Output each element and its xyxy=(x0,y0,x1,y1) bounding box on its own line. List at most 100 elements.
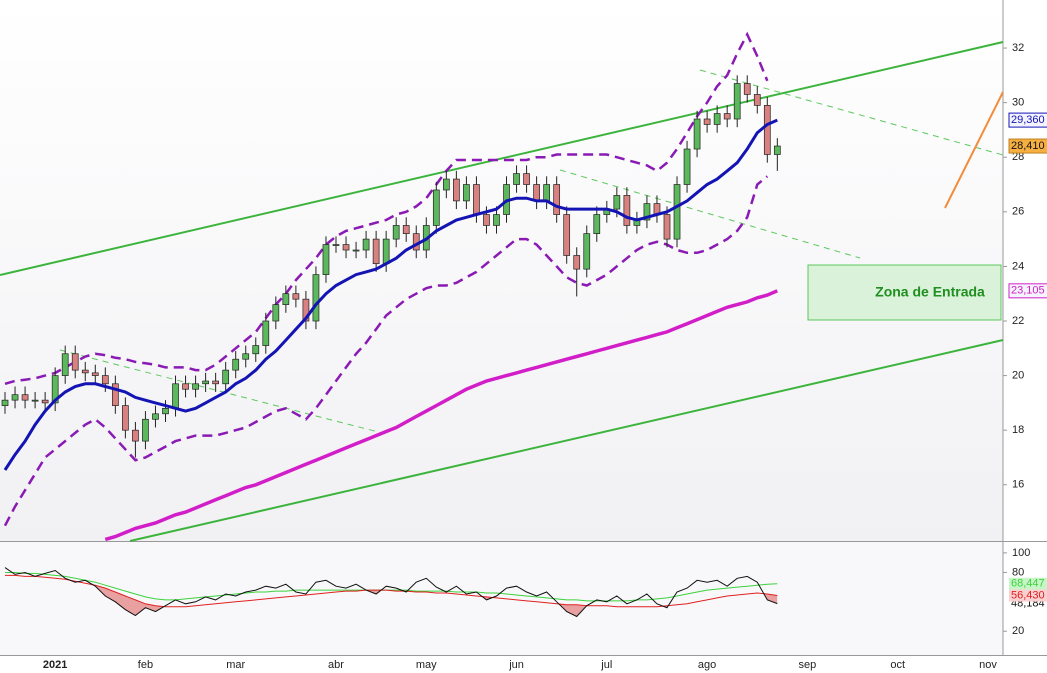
y-tick-label: 32 xyxy=(1012,42,1024,54)
candle-body xyxy=(91,372,99,376)
candle-body xyxy=(693,118,701,150)
candle-body xyxy=(142,418,149,442)
candle-body xyxy=(71,353,79,371)
candle-body xyxy=(272,304,280,322)
candle-body xyxy=(673,184,681,240)
candle-body xyxy=(222,369,230,385)
candle-body xyxy=(523,173,530,185)
x-tick-label: sep xyxy=(799,659,817,671)
osc-y-tick-label: 20 xyxy=(1012,625,1024,637)
candle-body xyxy=(172,383,179,409)
last-value-label: 23,105 xyxy=(1011,285,1045,297)
last-value-box xyxy=(1008,112,1047,128)
candle-body xyxy=(473,184,480,215)
osc-last-box xyxy=(1009,577,1047,590)
y-tick-label: 18 xyxy=(1012,424,1024,436)
dashed-line xyxy=(699,69,1004,156)
candle-body xyxy=(21,394,29,401)
x-tick-label: ago xyxy=(698,659,716,671)
candle-body xyxy=(352,249,360,252)
candle-body xyxy=(61,353,69,376)
candle-body xyxy=(202,380,209,385)
candle-body xyxy=(182,383,189,390)
candle-body xyxy=(402,225,410,235)
candle-body xyxy=(11,394,19,401)
osc-last-label: 56,430 xyxy=(1011,589,1045,601)
candle-body xyxy=(773,145,781,155)
candle-body xyxy=(342,244,350,251)
candle-body xyxy=(453,178,460,202)
candle-body xyxy=(262,320,270,346)
candle-body xyxy=(583,233,591,270)
candle-body xyxy=(623,195,631,226)
candle-body xyxy=(543,184,550,202)
candle-body xyxy=(643,203,651,221)
candle-body xyxy=(122,405,129,431)
osc-last-box xyxy=(1009,589,1047,602)
candle-body xyxy=(111,383,119,406)
y-tick-label: 28 xyxy=(1012,151,1024,163)
dashed-line xyxy=(559,169,861,259)
candle-body xyxy=(372,238,380,265)
y-tick-label: 30 xyxy=(1012,97,1024,109)
candle-body xyxy=(563,214,571,256)
candle-body xyxy=(493,214,500,226)
x-tick-label: feb xyxy=(138,659,153,671)
x-tick-label: mar xyxy=(226,659,245,671)
x-tick-label: jul xyxy=(600,659,612,671)
candle-body xyxy=(553,184,561,215)
candle-body xyxy=(312,274,320,322)
candle-body xyxy=(192,383,199,390)
y-tick-label: 22 xyxy=(1012,315,1024,327)
candle-body xyxy=(733,83,741,120)
last-value-label: 28,410 xyxy=(1011,140,1045,152)
candle-body xyxy=(483,214,490,226)
osc-y-tick-label: 100 xyxy=(1012,547,1030,559)
overlay-line xyxy=(3,175,769,527)
candle-body xyxy=(723,113,731,120)
candle-body xyxy=(31,399,39,402)
y-tick-label: 24 xyxy=(1012,260,1024,272)
x-tick-label: nov xyxy=(979,659,997,671)
candle-body xyxy=(663,214,671,240)
candle-body xyxy=(152,413,159,420)
y-tick-label: 20 xyxy=(1012,369,1024,381)
entry-zone xyxy=(807,264,1002,321)
candle-body xyxy=(463,184,470,202)
candle-body xyxy=(162,407,169,415)
last-value-label: 29,360 xyxy=(1011,114,1045,126)
orange-line xyxy=(944,91,1004,209)
candle-body xyxy=(683,148,691,185)
y-tick-label: 26 xyxy=(1012,206,1024,218)
x-tick-label: may xyxy=(416,659,437,671)
candle-body xyxy=(753,94,761,106)
candle-body xyxy=(242,353,250,360)
candle-body xyxy=(51,375,59,404)
candle-body xyxy=(81,369,89,374)
candle-body xyxy=(332,244,340,246)
candle-body xyxy=(302,298,310,322)
candle-body xyxy=(442,178,450,191)
last-value-box xyxy=(1008,138,1047,154)
x-tick-label: jun xyxy=(508,659,524,671)
candle-body xyxy=(573,255,581,270)
candle-body xyxy=(613,195,621,210)
candle-body xyxy=(282,293,290,305)
x-tick-label: abr xyxy=(328,659,344,671)
candle-body xyxy=(101,375,109,385)
candle-body xyxy=(593,214,601,235)
last-value-box xyxy=(1008,283,1047,299)
candle-body xyxy=(41,399,49,404)
candle-body xyxy=(232,358,240,371)
overlay-line xyxy=(4,31,769,386)
y-tick-label: 16 xyxy=(1012,479,1024,491)
candle-body xyxy=(322,244,330,275)
entry-zone-label: Zona de Entrada xyxy=(875,284,985,300)
candle-body xyxy=(513,173,520,185)
overlay-line xyxy=(104,289,778,542)
x-tick-label: 2021 xyxy=(43,659,67,671)
osc-line xyxy=(4,567,778,618)
candle-body xyxy=(252,345,260,355)
candle-body xyxy=(743,83,751,95)
